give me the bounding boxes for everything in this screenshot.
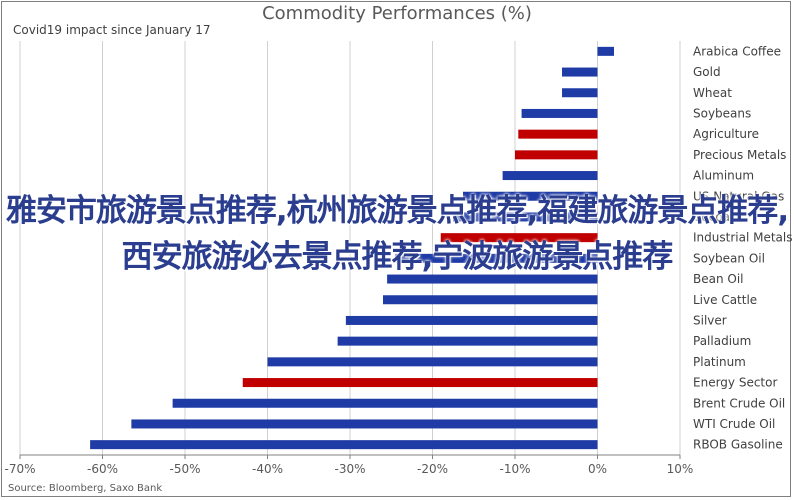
category-label: RBOB Gasoline — [693, 438, 783, 452]
category-label: Palladium — [693, 334, 751, 348]
bar — [562, 88, 598, 98]
bar — [515, 150, 598, 160]
x-tick-label: -70% — [4, 462, 35, 476]
x-tick-label: -40% — [252, 462, 283, 476]
category-label: Precious Metals — [693, 148, 786, 162]
x-tick-label: -30% — [334, 462, 365, 476]
bar — [345, 315, 598, 325]
category-label: WTI Crude Oil — [693, 417, 775, 431]
bar — [387, 274, 598, 284]
bar — [440, 233, 598, 243]
bar — [518, 129, 598, 139]
bar — [172, 398, 598, 408]
bar — [521, 108, 598, 118]
x-tick-label: 0% — [588, 462, 607, 476]
chart-source: Source: Bloomberg, Saxo Bank — [8, 483, 163, 494]
category-label: Platinum — [693, 355, 746, 369]
bar — [131, 419, 598, 429]
bar — [562, 67, 598, 77]
chart-subtitle: Covid19 impact since January 17 — [13, 23, 211, 37]
category-label: US Natural Gas — [693, 189, 784, 203]
bar — [267, 357, 598, 367]
category-label: Gold — [693, 65, 721, 79]
bar — [502, 171, 598, 181]
category-label: Soybean Oil — [693, 251, 765, 265]
category-label: Soybeans — [693, 106, 751, 120]
category-label: Industrial Metals — [693, 231, 792, 245]
overlay-watermark-text: 雅安市旅游景点推荐,杭州旅游景点推荐,福建旅游景点推荐,西安旅游必去景点推荐,宁… — [5, 193, 789, 275]
category-label: Live Cattle — [693, 293, 757, 307]
category-label: Aluminum — [693, 169, 754, 183]
category-label: Brent Crude Oil — [693, 396, 785, 410]
bar — [395, 253, 598, 263]
bar — [453, 212, 598, 222]
category-label: Wheat — [693, 86, 732, 100]
x-tick-label: -20% — [417, 462, 448, 476]
chart-title: Commodity Performances (%) — [262, 3, 532, 24]
x-tick-label: 10% — [667, 462, 694, 476]
category-label: Arabica Coffee — [693, 44, 781, 58]
category-label: Bean Oil — [693, 272, 744, 286]
category-label: Energy Sector — [693, 376, 777, 390]
bar — [337, 336, 598, 346]
bar — [90, 440, 598, 450]
bar — [597, 46, 614, 56]
bar — [463, 191, 598, 201]
x-tick-label: -60% — [87, 462, 118, 476]
category-label: Agriculture — [693, 127, 759, 141]
x-tick-label: -50% — [169, 462, 200, 476]
x-tick-label: -10% — [499, 462, 530, 476]
bar — [242, 378, 598, 388]
bar — [383, 295, 598, 305]
category-label: Silver — [693, 313, 727, 327]
category-label: Cocoa — [693, 210, 730, 224]
